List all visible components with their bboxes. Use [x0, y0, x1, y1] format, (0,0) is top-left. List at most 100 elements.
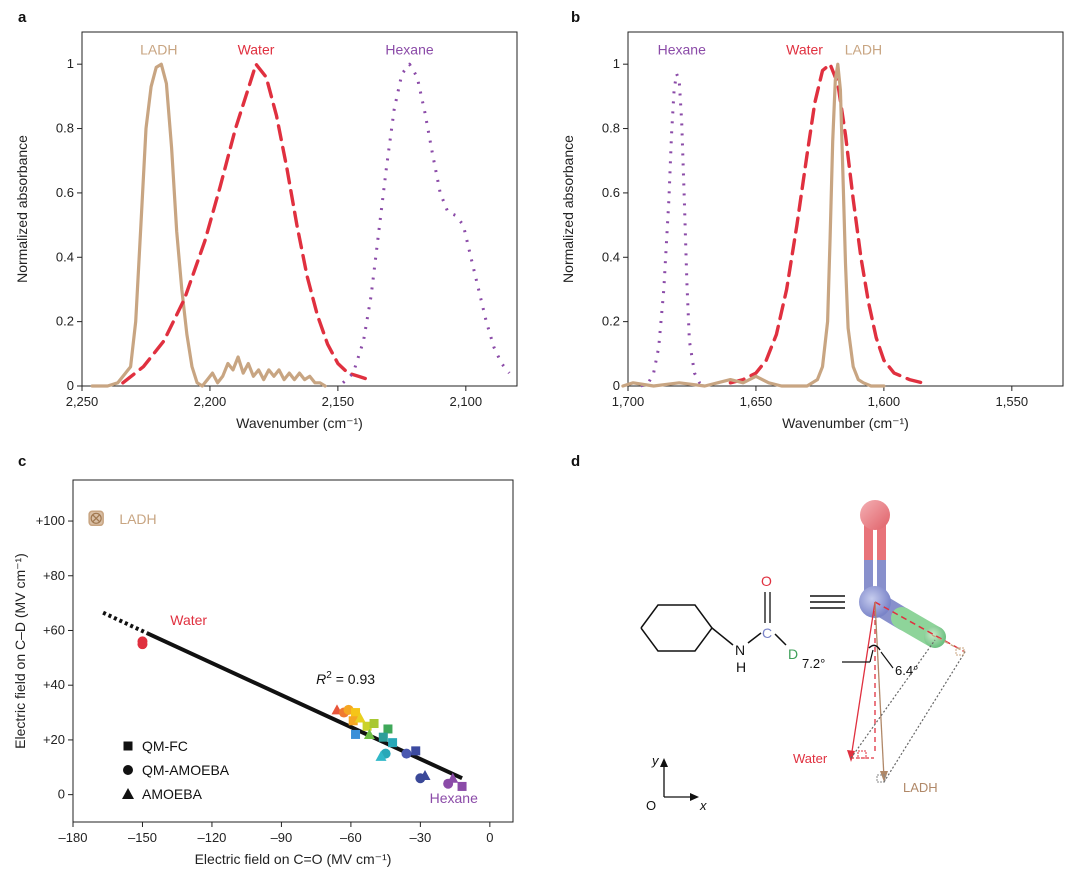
bond-co-upper	[864, 515, 873, 575]
scatter-point-circle	[415, 773, 426, 784]
angle-label-2: 6.4°	[895, 663, 918, 678]
scatter-point-circle	[401, 748, 412, 759]
plot-frame-a	[81, 31, 518, 387]
x-tick-label: –150	[128, 830, 157, 845]
legend-label: QM-FC	[142, 738, 188, 754]
atom-n-label: N	[735, 642, 745, 658]
legend-label: QM-AMOEBA	[142, 762, 230, 778]
chart-panel-c: –180 –150 –120 –90 –60 –30 0 0 +20 +40 +60 +80 +100 E…	[12, 479, 514, 867]
series-line-ladh	[621, 62, 886, 388]
ladh-point-cross-2	[92, 514, 101, 523]
water-vector	[850, 601, 876, 759]
x-tick-label: 0	[486, 830, 493, 845]
y-tick-label: 0.6	[56, 185, 74, 200]
axis-origin-label: O	[646, 798, 656, 813]
scatter-point-square	[351, 708, 361, 718]
cd-axis-dashed	[874, 601, 966, 653]
y-tick-label: 0.8	[602, 121, 620, 136]
bond-co-lower-2	[877, 560, 886, 600]
series-label-hexane: Hexane	[658, 42, 706, 58]
series-line-ladh	[90, 62, 327, 388]
y-tick-label: +40	[43, 677, 65, 692]
y-tick-label: 1	[613, 56, 620, 71]
chart-panel-b: 1,700 1,650 1,600 1,550 0 0.2 0.4 0.6 0.8 1 Wavenu…	[560, 31, 1064, 431]
r-squared-label: R2 = 0.93	[316, 670, 375, 687]
molecule-diagram: N H C O D	[640, 500, 966, 813]
panel-letter-b: b	[571, 9, 580, 26]
panel-letter-c: c	[18, 453, 26, 470]
series-line-hexane	[640, 72, 706, 388]
scatter-point-triangle	[447, 772, 459, 783]
scatter-point-square	[348, 716, 358, 726]
scatter-point-square	[362, 721, 372, 731]
fit-line-extension	[102, 610, 148, 636]
cd-right-angle	[955, 647, 965, 656]
x-tick-label: –120	[197, 830, 226, 845]
y-tick-label: 1	[67, 56, 74, 71]
x-tick-label: 1,650	[740, 394, 773, 409]
angle-leader-1b	[869, 649, 874, 663]
x-axis-label: Wavenumber (cm⁻¹)	[236, 415, 363, 431]
scatter-point-triangle	[354, 712, 366, 723]
angle-arc-1	[868, 644, 881, 651]
x-tick-label: 2,250	[66, 394, 99, 409]
y-tick-label: +80	[43, 568, 65, 583]
water-vector-arrowhead	[847, 750, 855, 762]
ladh-perp-dotted	[883, 651, 966, 783]
y-axis-label: Normalized absorbance	[14, 135, 30, 283]
panel-letter-d: d	[571, 453, 580, 470]
angle-leader-2	[880, 651, 894, 669]
series-label-ladh: LADH	[845, 42, 882, 58]
y-tick-label: 0.2	[56, 314, 74, 329]
y-tick-label: +60	[43, 622, 65, 637]
ladh-vector-label: LADH	[903, 780, 938, 795]
angle-label-1: 7.2°	[802, 656, 825, 671]
ladh-point-circle	[90, 512, 102, 524]
x-tick-label: 1,550	[996, 394, 1029, 409]
scatter-point-circle	[137, 639, 148, 650]
panel-letter-a: a	[18, 9, 27, 26]
y-tick-label: 0.8	[56, 121, 74, 136]
x-tick-label: 1,600	[868, 394, 901, 409]
legend-label: AMOEBA	[142, 786, 203, 802]
equivalence-symbol	[810, 595, 845, 609]
chart-panel-a: 2,250 2,200 2,150 2,100 0 0.2 0.4 0.6 0.8 1 Wavenu…	[14, 31, 518, 431]
y-axis-label: Normalized absorbance	[560, 135, 576, 283]
bond-c-d	[774, 633, 787, 646]
scatter-point-square	[383, 724, 393, 734]
point-label-water: Water	[170, 612, 207, 628]
x-tick-label: –90	[271, 830, 293, 845]
series-line-water	[121, 62, 371, 385]
scatter-point-square	[388, 738, 398, 748]
y-tick-label: 0.4	[56, 249, 74, 264]
x-tick-label: –180	[59, 830, 88, 845]
y-tick-label: 0.4	[602, 249, 620, 264]
x-tick-label: 2,150	[322, 394, 355, 409]
scatter-point-square	[411, 746, 421, 756]
scatter-point-triangle	[363, 728, 375, 739]
y-tick-label: 0	[58, 787, 65, 802]
plot-frame-c	[72, 479, 514, 823]
x-tick-label: –30	[410, 830, 432, 845]
x-tick-label: 2,200	[194, 394, 227, 409]
ladh-vector	[874, 601, 885, 779]
legend-marker-triangle	[122, 788, 134, 799]
oxygen-sphere	[860, 500, 890, 530]
point-label-ladh: LADH	[119, 511, 156, 527]
ladh-right-angle	[876, 774, 886, 783]
cd-axis-dotted	[931, 634, 966, 653]
x-tick-label: 2,100	[450, 394, 483, 409]
scatter-point-square	[457, 781, 467, 791]
series-line-water	[728, 62, 924, 385]
y-tick-label: +20	[43, 732, 65, 747]
atom-o-label: O	[761, 573, 772, 589]
bond-n-c	[747, 632, 762, 644]
scatter-point-square	[351, 729, 361, 739]
y-tick-label: +100	[36, 513, 65, 528]
scatter-point-square	[378, 732, 388, 742]
series-label-water: Water	[786, 42, 823, 58]
series-label-hexane: Hexane	[385, 42, 433, 58]
y-tick-label: 0.2	[602, 314, 620, 329]
x-axis-label: Electric field on C=O (MV cm⁻¹)	[195, 851, 392, 867]
